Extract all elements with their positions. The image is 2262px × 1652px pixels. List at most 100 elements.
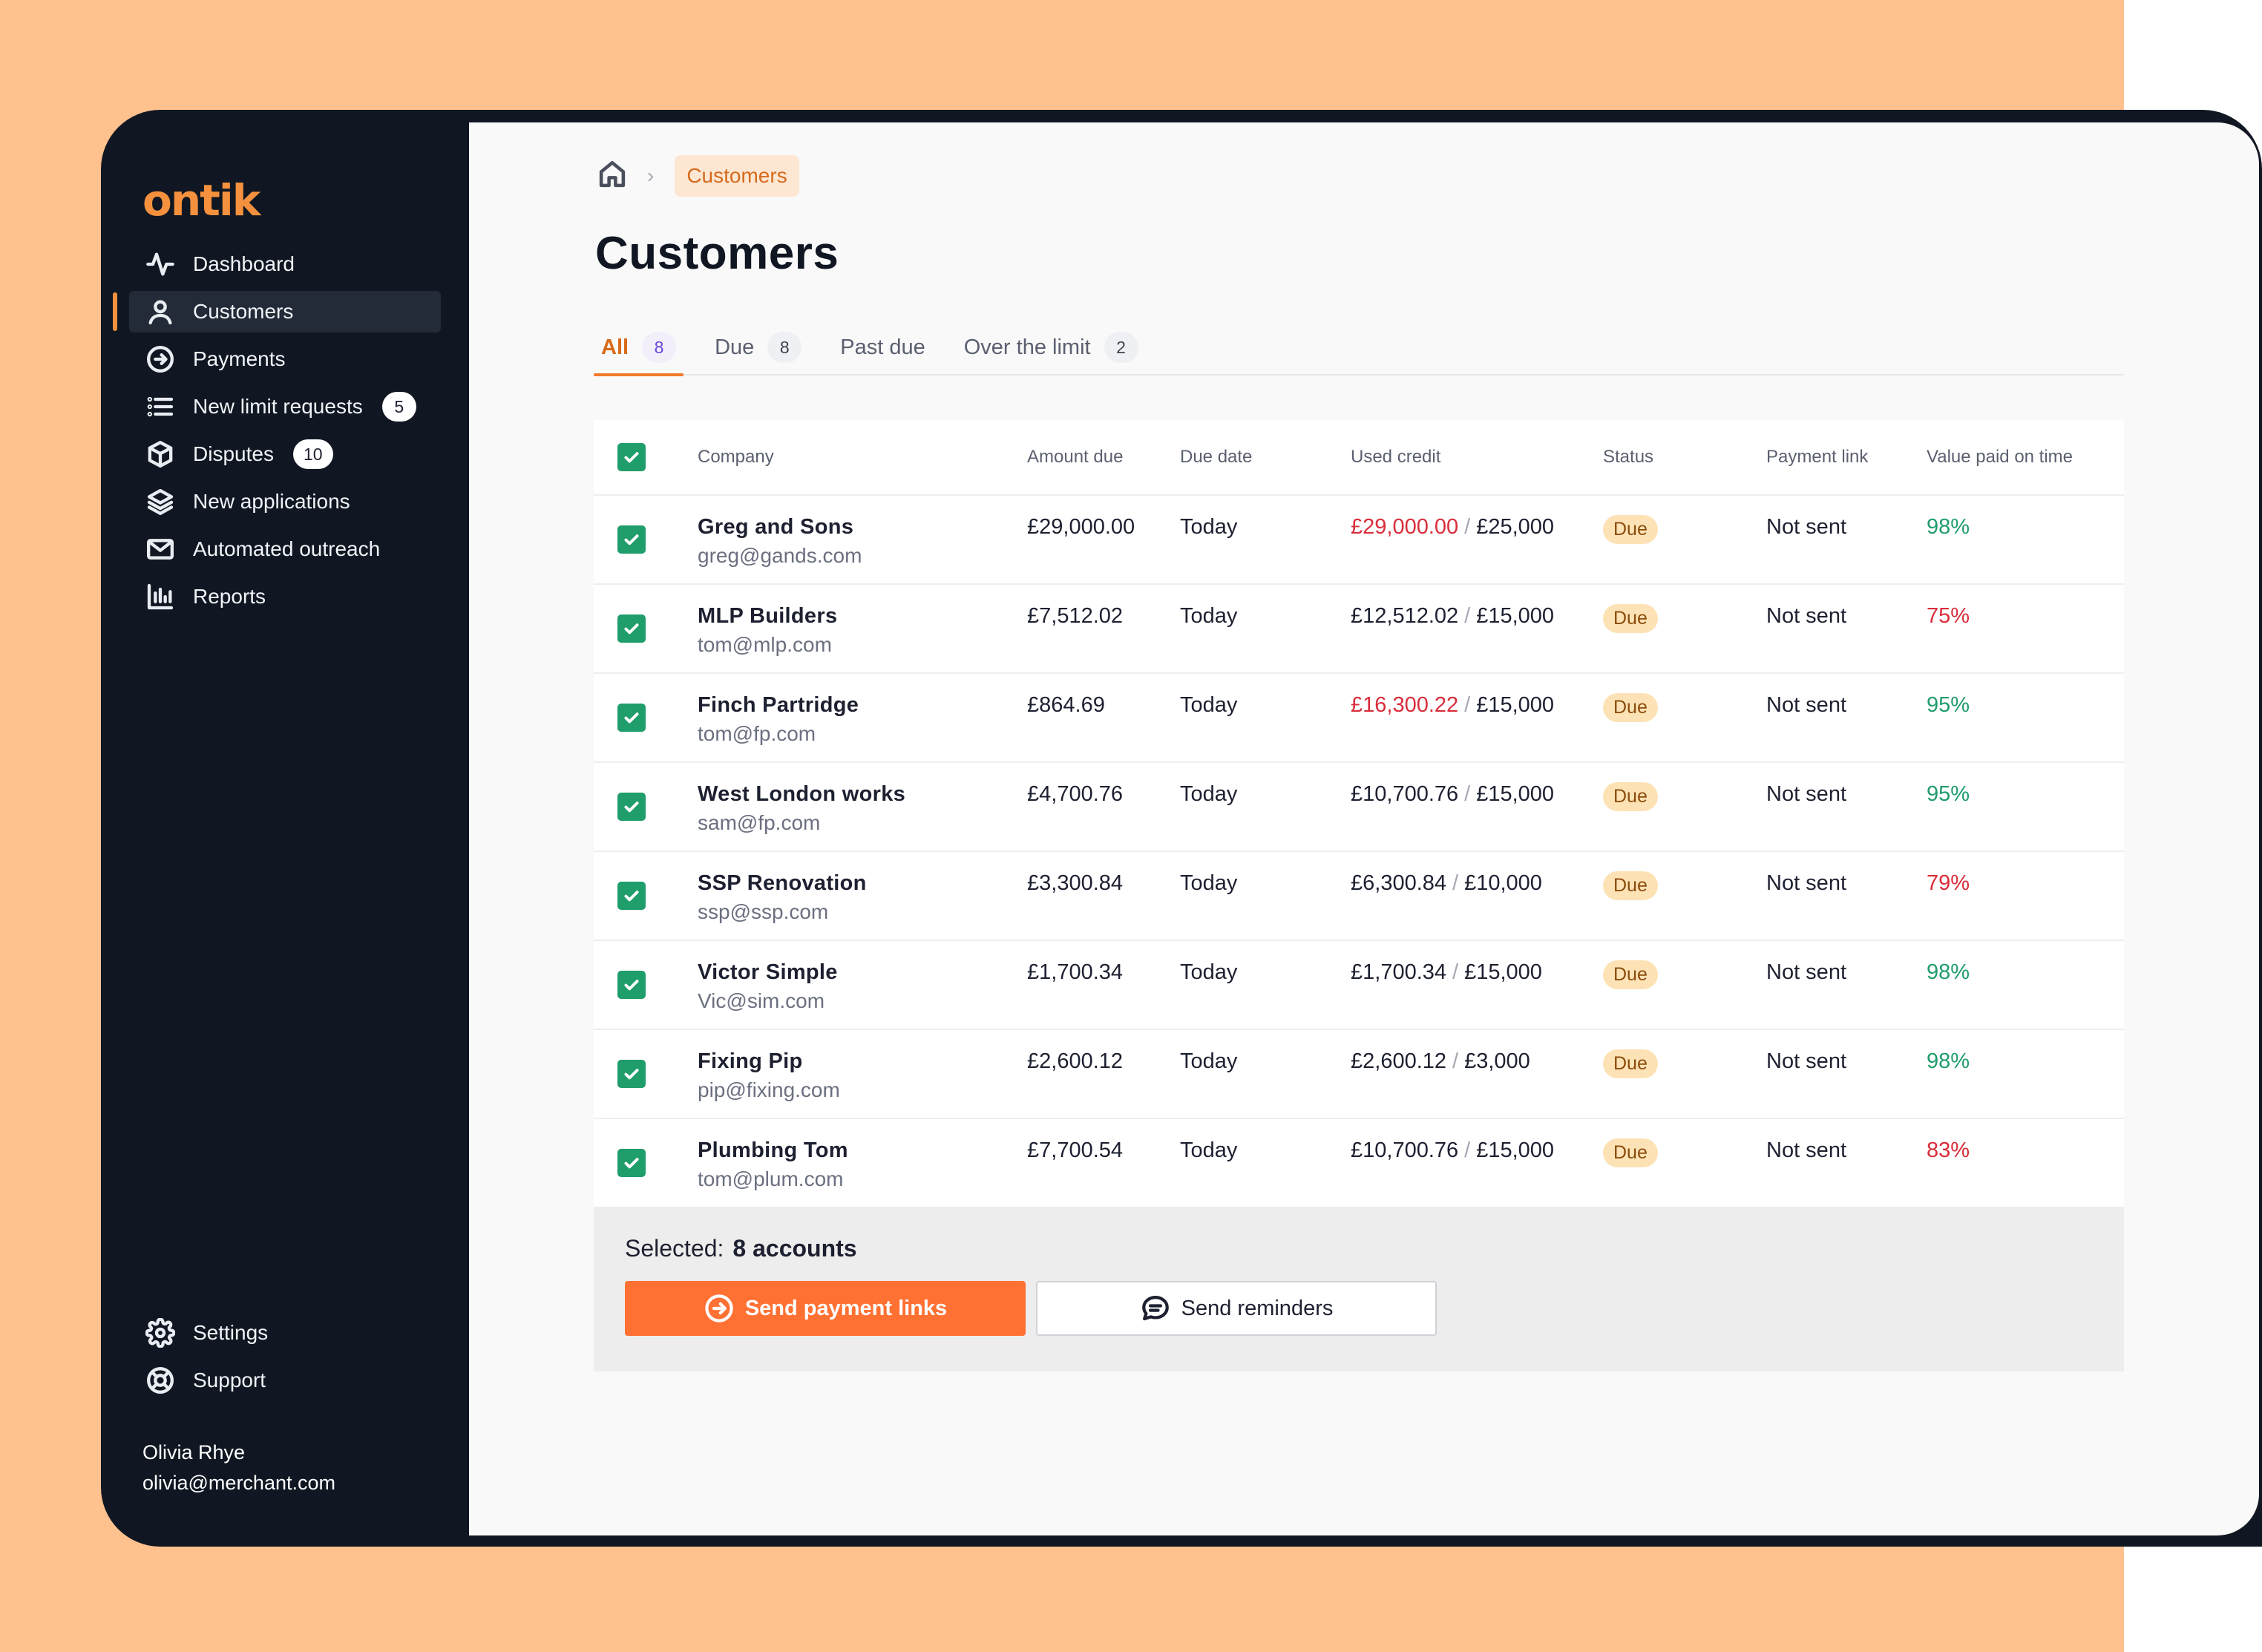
- table-row[interactable]: SSP Renovation ssp@ssp.com £3,300.84 Today £…: [594, 852, 2124, 941]
- company-name[interactable]: Victor Simple: [698, 960, 838, 984]
- sidebar-item-automated-outreach[interactable]: Automated outreach: [129, 528, 441, 570]
- sidebar-item-customers[interactable]: Customers: [113, 291, 441, 332]
- send-payment-links-button[interactable]: Send payment links: [625, 1281, 1026, 1336]
- row-checkbox[interactable]: [617, 793, 646, 821]
- amount-due: £7,512.02: [1027, 604, 1124, 628]
- tab-all[interactable]: All 8: [594, 321, 684, 376]
- table-row[interactable]: Victor Simple Vic@sim.com £1,700.34 Today £1…: [594, 941, 2124, 1030]
- sidebar-item-new-applications[interactable]: New applications: [129, 481, 441, 522]
- tab-over-the-limit[interactable]: Over the limit 2: [957, 321, 1146, 374]
- sidebar-item-label: New limit requests: [193, 395, 363, 418]
- sidebar-item-payments[interactable]: Payments: [129, 338, 441, 380]
- user-profile[interactable]: Olivia Rhye olivia@merchant.com: [142, 1441, 335, 1495]
- amount-due: £7,700.54: [1027, 1138, 1124, 1162]
- table-row[interactable]: Greg and Sons greg@gands.com £29,000.00 Tod…: [594, 496, 2124, 585]
- row-checkbox[interactable]: [617, 614, 646, 643]
- row-checkbox[interactable]: [617, 525, 646, 554]
- check-icon: [624, 1069, 639, 1080]
- company-cell: West London works sam@fp.com: [698, 763, 1027, 835]
- send-reminders-button[interactable]: Send reminders: [1036, 1281, 1437, 1336]
- due-date: Today: [1180, 693, 1238, 717]
- separator: /: [1464, 604, 1471, 628]
- box-icon: [145, 439, 175, 469]
- activity-icon: [145, 249, 175, 279]
- app-logo: ontik: [142, 175, 260, 226]
- company-name[interactable]: Finch Partridge: [698, 693, 859, 717]
- user-name: Olivia Rhye: [142, 1441, 246, 1463]
- tab-past-due[interactable]: Past due: [833, 321, 932, 374]
- check-icon: [624, 534, 639, 545]
- credit-limit: £15,000: [1476, 693, 1555, 717]
- tab-label: Due: [715, 335, 755, 359]
- used-credit-amount: £10,700.76: [1351, 782, 1459, 806]
- sidebar-item-label: Reports: [193, 585, 266, 608]
- credit-limit: £15,000: [1476, 782, 1555, 806]
- company-name[interactable]: SSP Renovation: [698, 871, 867, 895]
- sidebar-item-label: Payments: [193, 347, 286, 370]
- table-row[interactable]: Fixing Pip pip@fixing.com £2,600.12 Today £2…: [594, 1030, 2124, 1119]
- column-header-used-credit[interactable]: Used credit: [1351, 447, 1441, 467]
- separator: /: [1464, 693, 1471, 717]
- company-name[interactable]: MLP Builders: [698, 604, 838, 628]
- amount-due: £3,300.84: [1027, 871, 1124, 895]
- sidebar-item-label: Dashboard: [193, 252, 295, 275]
- row-checkbox[interactable]: [617, 1149, 646, 1177]
- row-checkbox[interactable]: [617, 882, 646, 910]
- company-email: tom@fp.com: [698, 722, 816, 745]
- home-icon[interactable]: [597, 159, 628, 194]
- used-credit-amount: £10,700.76: [1351, 1138, 1459, 1162]
- tab-due[interactable]: Due 8: [707, 321, 809, 374]
- payment-link-status: Not sent: [1766, 960, 1846, 984]
- column-header-amount-due[interactable]: Amount due: [1027, 447, 1124, 467]
- sidebar-item-disputes[interactable]: Disputes 10: [129, 433, 441, 475]
- company-name[interactable]: Plumbing Tom: [698, 1138, 848, 1162]
- company-cell: Fixing Pip pip@fixing.com: [698, 1030, 1027, 1102]
- used-credit-amount: £1,700.34: [1351, 960, 1447, 984]
- list-icon: [145, 392, 175, 422]
- used-credit: £16,300.22/£15,000: [1351, 674, 1603, 718]
- payment-link-status: Not sent: [1766, 1138, 1846, 1162]
- sidebar-item-reports[interactable]: Reports: [129, 576, 441, 617]
- company-name[interactable]: Greg and Sons: [698, 515, 854, 539]
- lifebuoy-icon: [145, 1366, 175, 1395]
- row-checkbox[interactable]: [617, 704, 646, 732]
- column-header-company[interactable]: Company: [698, 447, 774, 467]
- amount-due: £864.69: [1027, 693, 1105, 717]
- used-credit-amount: £12,512.02: [1351, 604, 1459, 628]
- sidebar-item-settings[interactable]: Settings: [129, 1312, 441, 1354]
- table-row[interactable]: West London works sam@fp.com £4,700.76 Toda…: [594, 763, 2124, 852]
- row-checkbox[interactable]: [617, 971, 646, 999]
- selection-action-bar: Selected: 8 accounts Send payment links S…: [594, 1208, 2124, 1371]
- page-title: Customers: [595, 228, 839, 279]
- company-name[interactable]: West London works: [698, 782, 906, 806]
- value-paid-on-time: 83%: [1927, 1138, 1970, 1162]
- amount-due: £2,600.12: [1027, 1049, 1124, 1073]
- separator: /: [1464, 1138, 1471, 1162]
- tab-count-badge: 2: [1104, 332, 1138, 363]
- used-credit: £29,000.00/£25,000: [1351, 496, 1603, 540]
- table-row[interactable]: Finch Partridge tom@fp.com £864.69 Today £16…: [594, 674, 2124, 763]
- company-cell: Victor Simple Vic@sim.com: [698, 941, 1027, 1013]
- company-name[interactable]: Fixing Pip: [698, 1049, 803, 1073]
- tab-label: Past due: [840, 335, 925, 359]
- select-all-checkbox[interactable]: [617, 443, 646, 471]
- value-paid-on-time: 98%: [1927, 960, 1970, 984]
- column-header-value-paid-on-time[interactable]: Value paid on time: [1927, 447, 2074, 467]
- column-header-payment-link[interactable]: Payment link: [1766, 447, 1869, 467]
- sidebar-item-support[interactable]: Support: [129, 1360, 441, 1401]
- column-header-due-date[interactable]: Due date: [1180, 447, 1253, 467]
- breadcrumb-current[interactable]: Customers: [675, 155, 799, 197]
- row-checkbox[interactable]: [617, 1060, 646, 1088]
- user-email: olivia@merchant.com: [142, 1472, 335, 1494]
- due-date: Today: [1180, 604, 1238, 628]
- column-header-status[interactable]: Status: [1603, 447, 1654, 467]
- sidebar-item-label: Settings: [193, 1321, 269, 1344]
- table-row[interactable]: MLP Builders tom@mlp.com £7,512.02 Today £12…: [594, 585, 2124, 674]
- sidebar-item-dashboard[interactable]: Dashboard: [129, 243, 441, 285]
- table-row[interactable]: Plumbing Tom tom@plum.com £7,700.54 Today £1…: [594, 1119, 2124, 1208]
- tab-label: All: [601, 335, 629, 359]
- separator: /: [1452, 960, 1459, 984]
- sidebar-item-label: New applications: [193, 490, 350, 513]
- used-credit-amount: £29,000.00: [1351, 515, 1459, 539]
- sidebar-item-new-limit-requests[interactable]: New limit requests 5: [129, 386, 441, 427]
